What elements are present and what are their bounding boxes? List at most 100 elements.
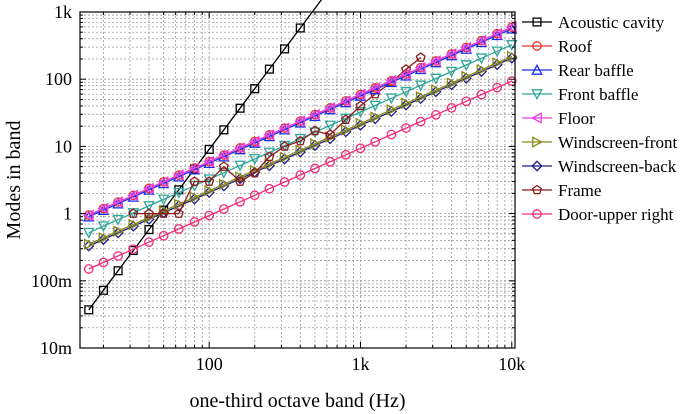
data-point [98, 257, 109, 268]
x-tick-label: 100 [196, 354, 223, 374]
plot-series [82, 0, 518, 315]
data-point [278, 122, 290, 134]
data-point [217, 149, 229, 161]
legend-marker [531, 160, 543, 172]
data-point [415, 91, 427, 103]
data-point [506, 76, 517, 86]
data-point [144, 237, 154, 248]
data-point [355, 117, 367, 130]
data-point [294, 115, 306, 127]
data-point [340, 113, 352, 125]
data-point [144, 225, 154, 235]
data-point [340, 114, 351, 124]
legend-marker [531, 63, 543, 75]
data-point [98, 231, 110, 244]
data-point [128, 208, 139, 218]
data-point [430, 73, 442, 85]
series-line [133, 56, 422, 215]
data-point [445, 66, 458, 78]
data-point [264, 158, 276, 170]
data-point [295, 170, 306, 180]
data-point [370, 136, 381, 147]
series-line [88, 57, 513, 247]
data-point [82, 209, 94, 221]
data-point [173, 224, 184, 234]
data-point [325, 129, 336, 139]
series-door-upper-right [83, 76, 517, 274]
legend-label: Frame [558, 181, 601, 200]
data-point [234, 160, 246, 172]
data-point [354, 88, 366, 101]
data-point [414, 80, 427, 92]
y-tick-label: 100m [31, 271, 72, 291]
data-point [173, 187, 185, 199]
data-point [446, 77, 458, 89]
data-point [233, 142, 245, 154]
series-floor [82, 21, 517, 221]
data-point [325, 156, 335, 167]
data-point [235, 176, 246, 186]
data-point [263, 147, 276, 159]
data-point [83, 264, 94, 274]
legend-label: Windscreen-front [558, 133, 677, 152]
data-point [431, 84, 442, 96]
data-point [369, 100, 381, 112]
legend-label: Rear baffle [558, 61, 634, 80]
data-point [97, 202, 109, 215]
data-point [157, 176, 169, 188]
series-line [88, 26, 513, 216]
data-point [461, 70, 473, 83]
data-point [386, 104, 398, 116]
y-tick-label: 100 [45, 69, 72, 89]
data-point [475, 34, 487, 47]
data-point [142, 182, 154, 195]
data-point [400, 86, 412, 98]
data-point [280, 44, 290, 54]
data-point [97, 221, 110, 233]
data-point [401, 123, 411, 133]
series-frame [128, 52, 426, 218]
data-point [279, 177, 290, 187]
data-point [173, 198, 185, 211]
data-point [218, 167, 230, 179]
data-point [219, 125, 229, 135]
data-point [446, 102, 457, 113]
data-point [248, 154, 261, 166]
data-point [385, 74, 397, 87]
data-point [340, 124, 352, 136]
legend-marker [530, 112, 542, 124]
data-point [113, 266, 123, 276]
x-tick-label: 1k [351, 354, 369, 374]
legend: Acoustic cavity Roof Rear baffle Front baff… [522, 13, 677, 224]
series-line [88, 28, 513, 218]
legend-marker [531, 89, 543, 101]
legend-marker [531, 184, 543, 195]
data-point [340, 149, 351, 160]
data-point [248, 135, 260, 148]
data-point [112, 214, 124, 226]
data-point [219, 204, 229, 214]
legend-marker [532, 17, 542, 27]
data-point [82, 227, 95, 239]
y-tick-label: 10 [54, 136, 72, 156]
data-point [354, 107, 367, 119]
data-point [144, 211, 156, 224]
data-point [172, 169, 184, 181]
data-point [235, 103, 245, 113]
data-point [492, 57, 504, 69]
data-point [98, 285, 108, 295]
data-point [295, 144, 307, 157]
data-point [128, 218, 140, 231]
legend-item: Floor [522, 109, 595, 128]
data-point [324, 102, 335, 114]
axis-ticks: 100 1k 10k 10m 100m 1 10 100 1k [31, 2, 525, 374]
data-point [84, 305, 94, 315]
data-point [339, 95, 351, 107]
grid-lines [80, 12, 515, 348]
x-axis-title: one-third octave band (Hz) [189, 390, 405, 412]
y-axis-title: Modes in band [3, 121, 25, 240]
legend-label: Front baffle [558, 85, 638, 104]
data-point [203, 155, 215, 168]
y-tick-label: 1k [54, 2, 72, 22]
data-point [173, 208, 184, 218]
